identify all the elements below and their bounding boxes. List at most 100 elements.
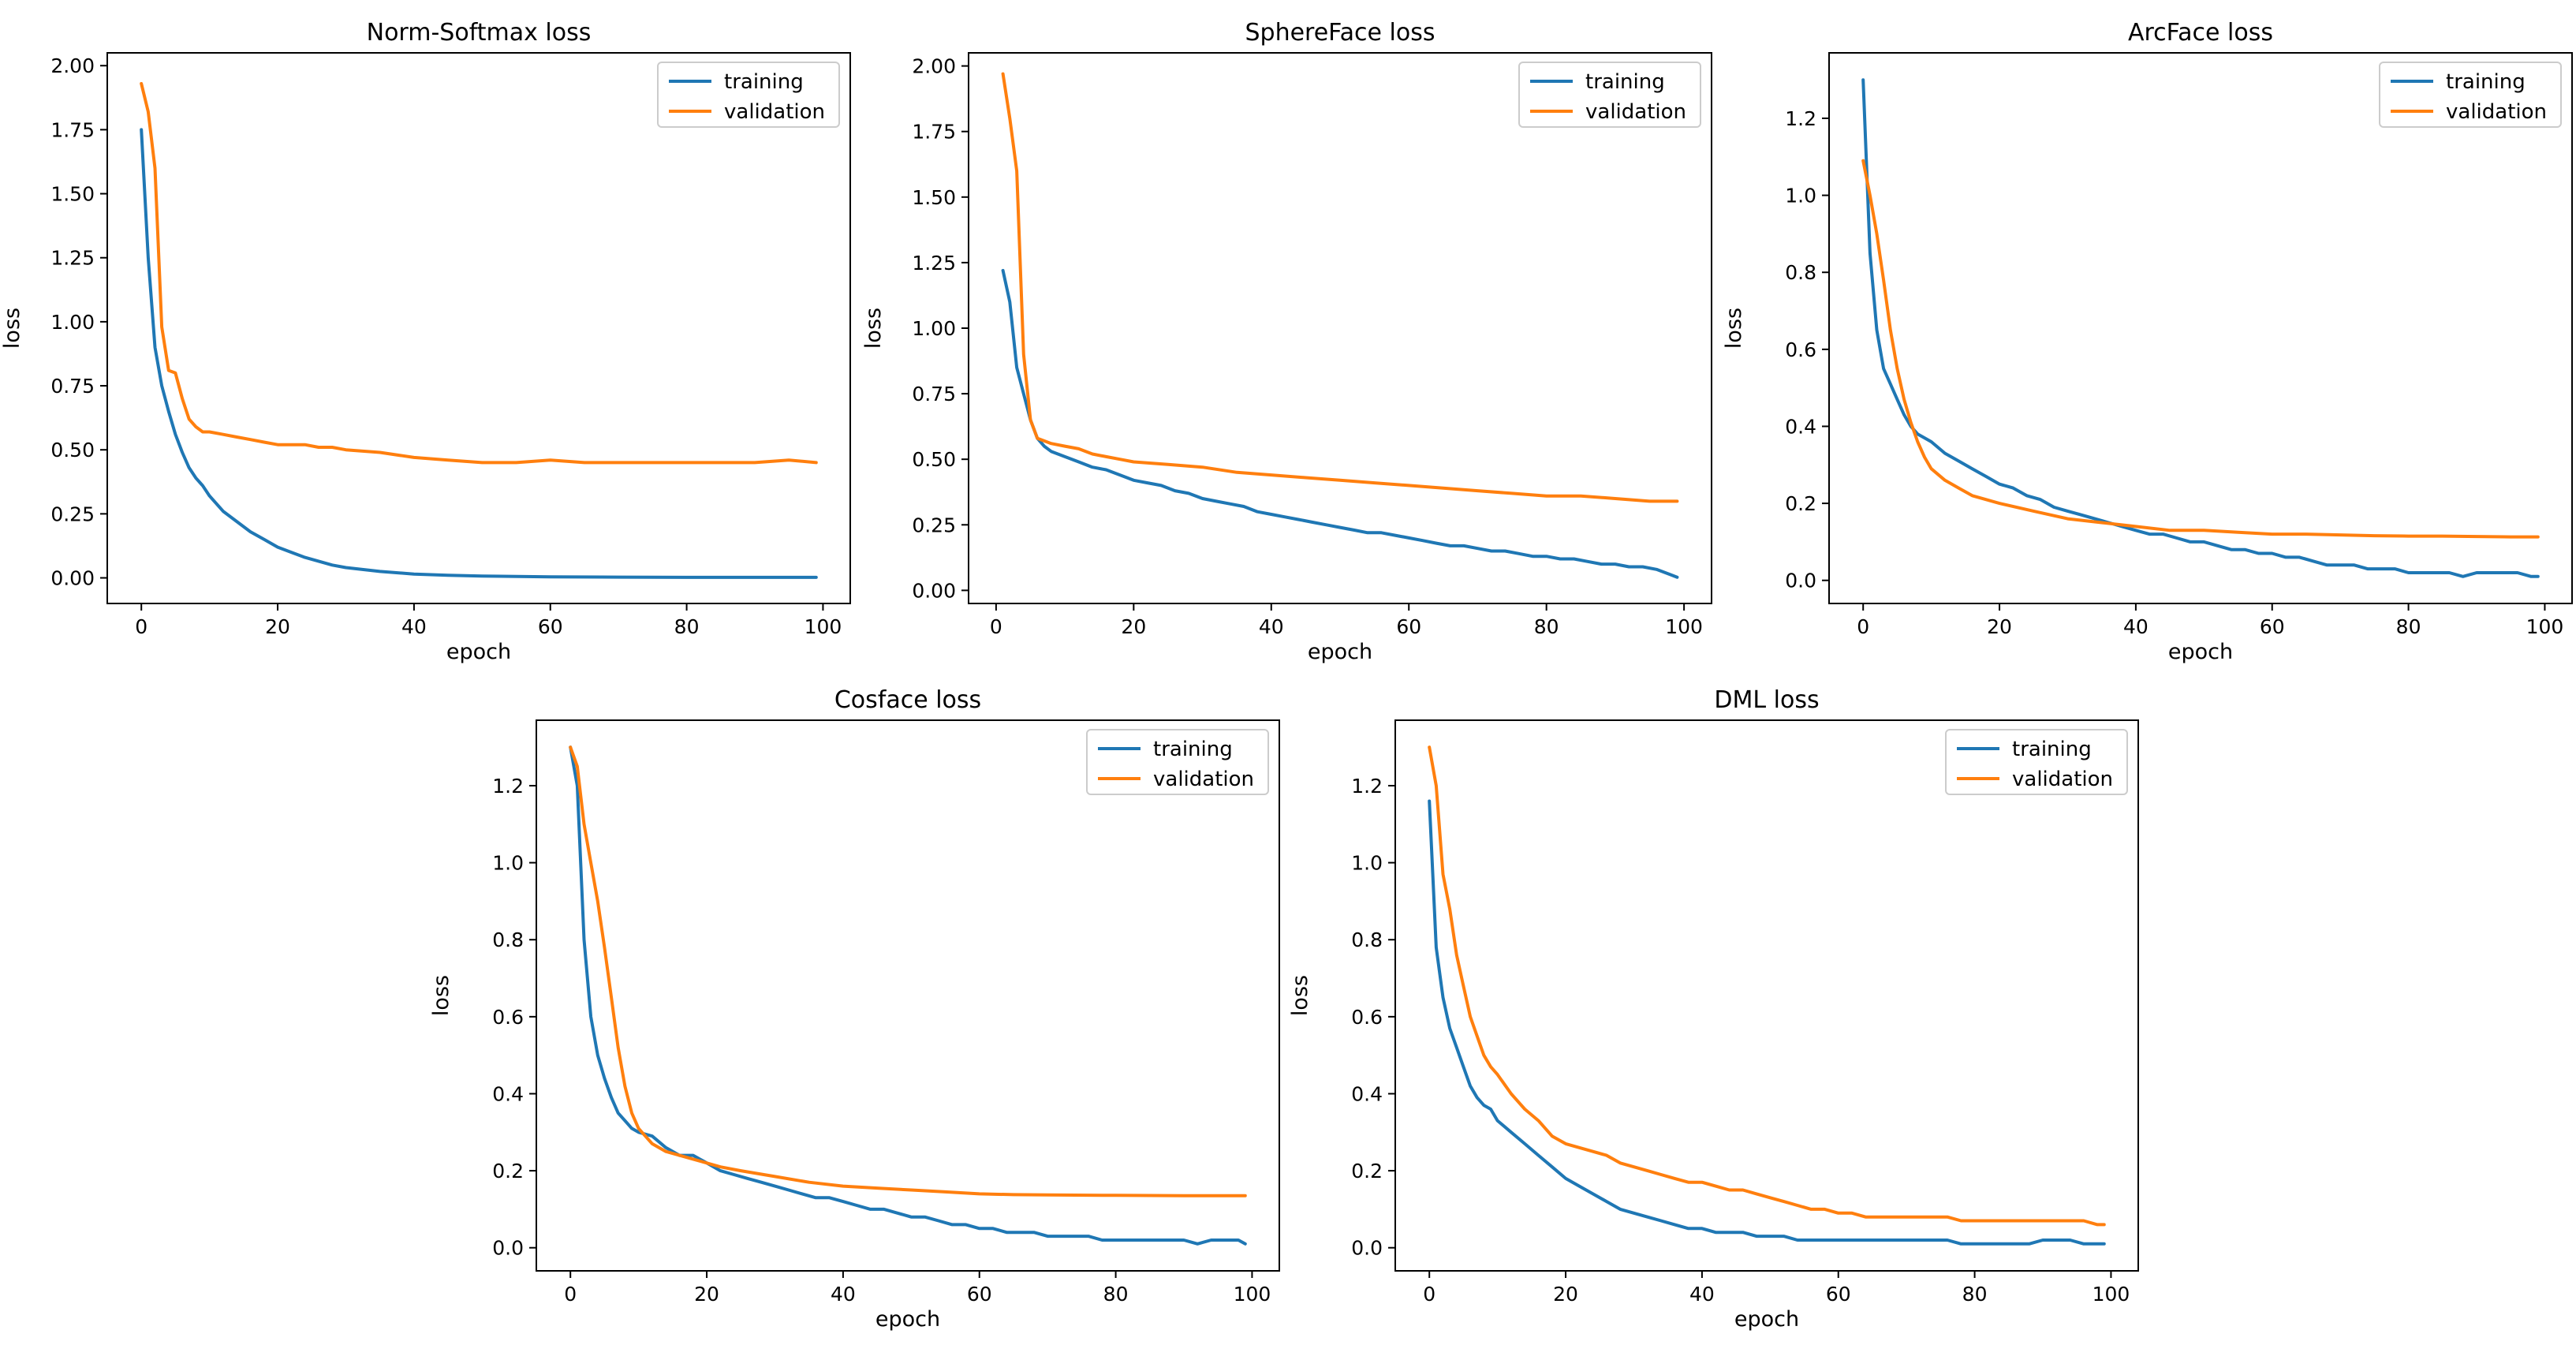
y-tick-label: 0.75	[50, 375, 95, 398]
y-axis-label: loss	[0, 308, 24, 349]
chart-panel: DML loss 0 20 40 60 80 100 0.0 0.2 0.4 0.6 0.8 1.0 1.…	[1288, 686, 2139, 1332]
x-tick-label: 40	[401, 615, 427, 638]
y-tick-label: 0.4	[1785, 415, 1816, 438]
legend-label-training: training	[724, 70, 804, 94]
chart-title: DML loss	[1714, 686, 1819, 714]
legend-label-training: training	[1585, 70, 1665, 94]
x-tick-label: 60	[1826, 1283, 1851, 1306]
x-tick-label: 0	[1423, 1283, 1435, 1306]
axes-frame	[968, 52, 1712, 604]
legend: training validation	[1518, 62, 1701, 128]
y-tick-label: 0.0	[1785, 570, 1816, 592]
series-line-validation	[569, 745, 1247, 1197]
legend: training validation	[2379, 62, 2562, 128]
axes-frame	[536, 719, 1280, 1272]
y-tick-label: 1.75	[912, 121, 956, 144]
y-tick-label: 0.2	[1351, 1160, 1383, 1182]
legend-label-validation: validation	[1585, 100, 1686, 124]
y-tick-label: 0.6	[1785, 338, 1816, 361]
y-tick-label: 0.00	[50, 567, 95, 590]
x-tick-label: 80	[1534, 615, 1559, 638]
legend-label-training: training	[1153, 738, 1233, 761]
x-tick-label: 0	[135, 615, 147, 638]
x-tick-label: 100	[1234, 1283, 1271, 1306]
legend: training validation	[657, 62, 840, 128]
y-tick-label: 0.8	[492, 928, 524, 951]
series-line-training	[1861, 78, 2540, 578]
x-tick-label: 40	[1259, 615, 1284, 638]
legend-label-training: training	[2446, 70, 2526, 94]
y-tick-label: 0.25	[912, 514, 956, 536]
y-tick-label: 0.6	[492, 1006, 524, 1029]
legend-label-validation: validation	[2012, 768, 2113, 791]
x-tick-label: 80	[674, 615, 700, 638]
y-tick-label: 2.00	[912, 55, 956, 78]
y-tick-label: 0.25	[50, 503, 95, 525]
x-axis-label: epoch	[1308, 640, 1372, 664]
x-axis-label: epoch	[1734, 1307, 1799, 1332]
y-axis-label: loss	[1722, 308, 1746, 349]
legend: training validation	[1945, 729, 2128, 795]
axes-frame	[1828, 52, 2573, 604]
x-tick-label: 100	[2093, 1283, 2130, 1306]
series-line-training	[1001, 268, 1679, 579]
legend-label-validation: validation	[1153, 768, 1254, 791]
x-tick-label: 20	[694, 1283, 719, 1306]
x-tick-label: 60	[967, 1283, 992, 1306]
x-tick-label: 20	[1121, 615, 1146, 638]
y-tick-label: 2.00	[50, 54, 95, 77]
y-tick-label: 0.50	[50, 439, 95, 461]
x-tick-label: 0	[1857, 615, 1869, 638]
x-tick-label: 100	[2526, 615, 2564, 638]
series-line-validation	[1861, 159, 2540, 539]
y-tick-label: 1.0	[492, 852, 524, 875]
y-axis-label: loss	[1288, 975, 1312, 1016]
x-tick-label: 80	[2396, 615, 2421, 638]
x-tick-label: 20	[265, 615, 290, 638]
x-tick-label: 100	[805, 615, 842, 638]
y-tick-label: 0.4	[1351, 1082, 1383, 1105]
y-tick-label: 1.25	[912, 252, 956, 275]
x-tick-label: 60	[2260, 615, 2285, 638]
y-tick-label: 1.00	[912, 317, 956, 340]
x-axis-label: epoch	[2168, 640, 2233, 664]
series-line-training	[140, 128, 818, 579]
series-line-validation	[1428, 745, 2106, 1227]
y-tick-label: 0.8	[1351, 928, 1383, 951]
y-tick-label: 1.75	[50, 118, 95, 141]
y-tick-label: 1.2	[1351, 775, 1383, 798]
y-tick-label: 1.25	[50, 247, 95, 270]
chart-title: SphereFace loss	[1245, 19, 1435, 47]
chart-title: Cosface loss	[834, 686, 981, 714]
chart-title: ArcFace loss	[2128, 19, 2273, 47]
legend-label-validation: validation	[2446, 100, 2547, 124]
y-tick-label: 0.8	[1785, 261, 1816, 284]
y-tick-label: 1.0	[1785, 185, 1816, 207]
y-tick-label: 0.0	[492, 1237, 524, 1260]
y-tick-label: 0.6	[1351, 1006, 1383, 1029]
x-tick-label: 20	[1987, 615, 2012, 638]
y-axis-label: loss	[429, 975, 454, 1016]
x-axis-label: epoch	[875, 1307, 940, 1332]
chart-title: Norm-Softmax loss	[367, 19, 592, 47]
x-tick-label: 80	[1962, 1283, 1988, 1306]
x-tick-label: 60	[538, 615, 563, 638]
legend: training validation	[1086, 729, 1269, 795]
y-tick-label: 0.4	[492, 1082, 524, 1105]
legend-label-validation: validation	[724, 100, 825, 124]
series-line-validation	[1001, 72, 1679, 503]
x-tick-label: 40	[831, 1283, 856, 1306]
y-tick-label: 1.0	[1351, 852, 1383, 875]
y-tick-label: 1.50	[50, 183, 95, 206]
y-tick-label: 0.00	[912, 579, 956, 602]
x-axis-label: epoch	[446, 640, 511, 664]
y-tick-label: 1.2	[492, 775, 524, 798]
x-tick-label: 80	[1103, 1283, 1129, 1306]
chart-panel: SphereFace loss 0 20 40 60 80 100 0.00 0.25 0.50 0…	[861, 19, 1712, 664]
chart-panel: Cosface loss 0 20 40 60 80 100 0.0 0.2 0.4 0.6 0.8 1…	[429, 686, 1280, 1332]
axes-frame	[106, 52, 851, 604]
axes-frame	[1394, 719, 2139, 1272]
x-tick-label: 40	[2123, 615, 2149, 638]
y-axis-label: loss	[861, 308, 886, 349]
